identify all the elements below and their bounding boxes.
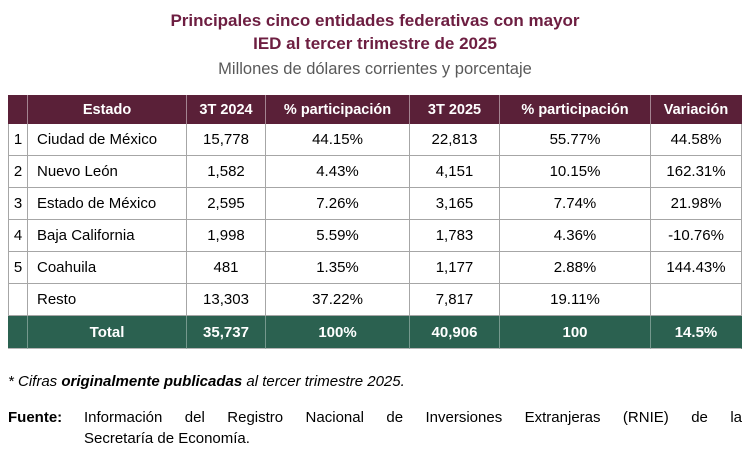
table-row-nuevo-leon: 2 Nuevo León 1,582 4.43% 4,151 10.15% 16…	[8, 156, 742, 188]
rank-cell: 2	[8, 156, 28, 188]
participacion-2024-cell: 7.26%	[266, 188, 410, 220]
estado-cell: Ciudad de México	[28, 124, 187, 156]
variacion-cell: 144.43%	[651, 252, 742, 284]
table-header-row: Estado 3T 2024 % participación 3T 2025 %…	[8, 95, 742, 124]
footnote-bold: originalmente publicadas	[61, 373, 243, 390]
column-header-rank	[8, 95, 28, 124]
participacion-2024-cell: 1.35%	[266, 252, 410, 284]
participacion-2024-cell: 4.43%	[266, 156, 410, 188]
total-3t2024-cell: 35,737	[187, 316, 266, 349]
participacion-2024-cell: 5.59%	[266, 220, 410, 252]
total-participacion-2025-cell: 100	[500, 316, 651, 349]
table-row-ciudad-de-mexico: 1 Ciudad de México 15,778 44.15% 22,813 …	[8, 124, 742, 156]
column-header-participacion-2024: % participación	[266, 95, 410, 124]
estado-cell: Baja California	[28, 220, 187, 252]
participacion-2025-cell: 2.88%	[500, 252, 651, 284]
estado-cell: Nuevo León	[28, 156, 187, 188]
table-row-estado-de-mexico: 3 Estado de México 2,595 7.26% 3,165 7.7…	[8, 188, 742, 220]
variacion-cell: 44.58%	[651, 124, 742, 156]
total-3t2025-cell: 40,906	[410, 316, 500, 349]
rank-cell: 1	[8, 124, 28, 156]
total-variacion-cell: 14.5%	[651, 316, 742, 349]
table-row-baja-california: 4 Baja California 1,998 5.59% 1,783 4.36…	[8, 220, 742, 252]
estado-cell: Coahuila	[28, 252, 187, 284]
table-total-row: Total 35,737 100% 40,906 100 14.5%	[8, 316, 742, 349]
column-header-estado: Estado	[28, 95, 187, 124]
estado-cell: Resto	[28, 284, 187, 316]
column-header-3t2024: 3T 2024	[187, 95, 266, 124]
variacion-cell: 21.98%	[651, 188, 742, 220]
variacion-cell: 162.31%	[651, 156, 742, 188]
participacion-2025-cell: 4.36%	[500, 220, 651, 252]
footnote-pre: * Cifras	[8, 373, 62, 390]
title-line-2: IED al tercer trimestre de 2025	[253, 34, 497, 53]
variacion-cell	[651, 284, 742, 316]
page-subtitle: Millones de dólares corrientes y porcent…	[218, 60, 532, 78]
participacion-2025-cell: 55.77%	[500, 124, 651, 156]
value-3t2025-cell: 7,817	[410, 284, 500, 316]
table-row-coahuila: 5 Coahuila 481 1.35% 1,177 2.88% 144.43%	[8, 252, 742, 284]
total-label-cell: Total	[28, 316, 187, 349]
value-3t2024-cell: 1,582	[187, 156, 266, 188]
value-3t2025-cell: 3,165	[410, 188, 500, 220]
value-3t2024-cell: 481	[187, 252, 266, 284]
source-note: Fuente: Información del Registro Naciona…	[8, 407, 742, 449]
value-3t2024-cell: 13,303	[187, 284, 266, 316]
rank-cell: 5	[8, 252, 28, 284]
table-row-resto: Resto 13,303 37.22% 7,817 19.11%	[8, 284, 742, 316]
ied-table: Estado 3T 2024 % participación 3T 2025 %…	[8, 95, 742, 349]
total-participacion-2024-cell: 100%	[266, 316, 410, 349]
column-header-variacion: Variación	[651, 95, 742, 124]
total-rank-cell	[8, 316, 28, 349]
participacion-2025-cell: 19.11%	[500, 284, 651, 316]
participacion-2025-cell: 10.15%	[500, 156, 651, 188]
page-title: Principales cinco entidades federativas …	[0, 0, 750, 55]
variacion-cell: -10.76%	[651, 220, 742, 252]
value-3t2025-cell: 22,813	[410, 124, 500, 156]
rank-cell	[8, 284, 28, 316]
source-line-2: Secretaría de Economía.	[84, 430, 250, 447]
participacion-2025-cell: 7.74%	[500, 188, 651, 220]
rank-cell: 4	[8, 220, 28, 252]
value-3t2024-cell: 2,595	[187, 188, 266, 220]
footnote: * Cifras originalmente publicadas al ter…	[8, 372, 742, 392]
source-line-1: Información del Registro Nacional de Inv…	[84, 409, 742, 426]
rank-cell: 3	[8, 188, 28, 220]
participacion-2024-cell: 44.15%	[266, 124, 410, 156]
value-3t2025-cell: 1,177	[410, 252, 500, 284]
title-line-1: Principales cinco entidades federativas …	[170, 11, 580, 30]
source-label: Fuente:	[8, 409, 63, 426]
value-3t2024-cell: 15,778	[187, 124, 266, 156]
column-header-participacion-2025: % participación	[500, 95, 651, 124]
estado-cell: Estado de México	[28, 188, 187, 220]
value-3t2024-cell: 1,998	[187, 220, 266, 252]
value-3t2025-cell: 4,151	[410, 156, 500, 188]
column-header-3t2025: 3T 2025	[410, 95, 500, 124]
footnote-post: al tercer trimestre 2025.	[242, 373, 405, 390]
source-text: Información del Registro Nacional de Inv…	[84, 407, 742, 449]
value-3t2025-cell: 1,783	[410, 220, 500, 252]
participacion-2024-cell: 37.22%	[266, 284, 410, 316]
